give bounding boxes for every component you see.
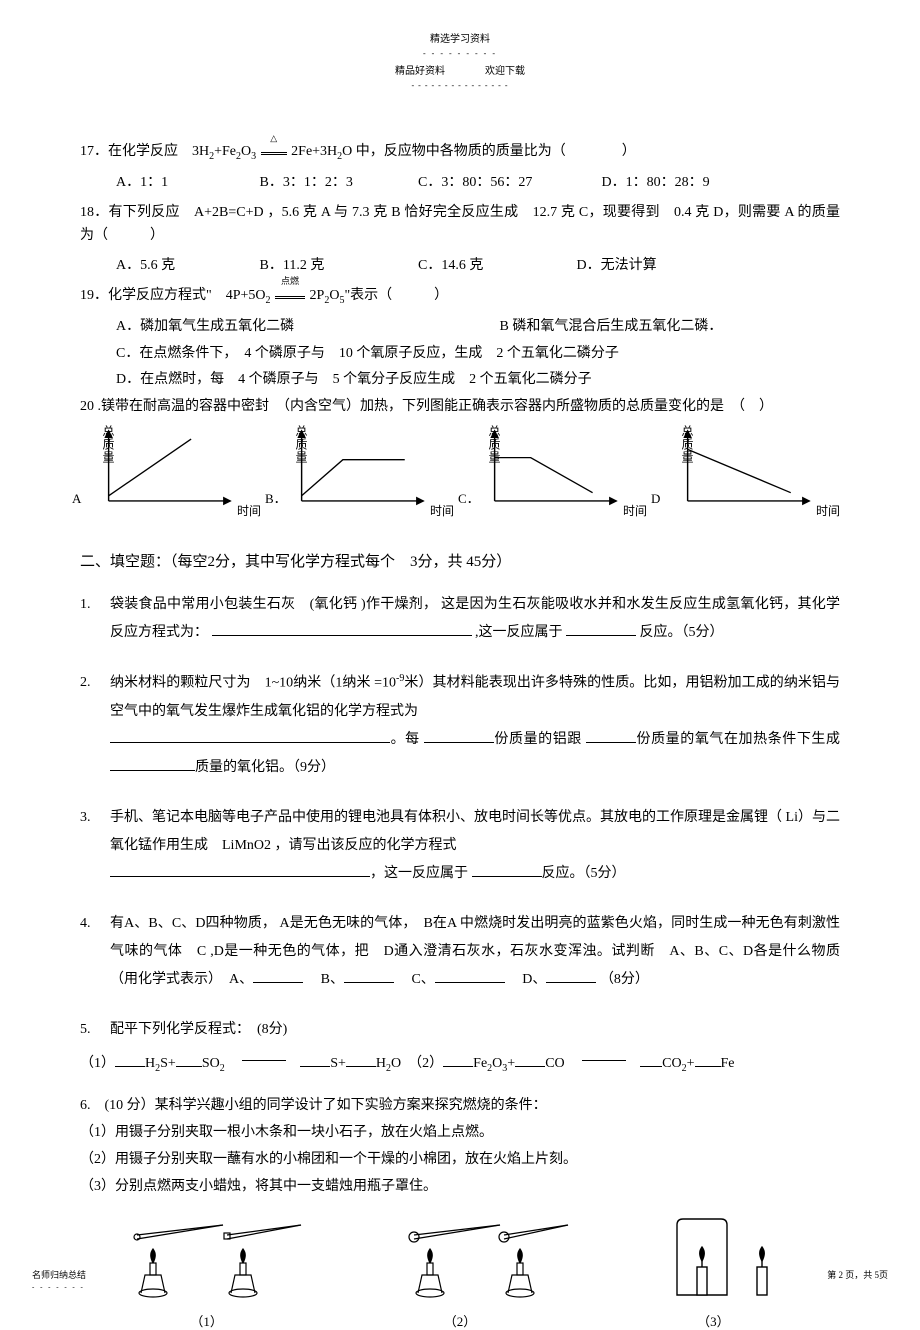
fill-q2: 2. 纳米材料的颗粒尺寸为 1~10纳米（1纳米 =10-9米）其材料能表现出许… xyxy=(80,669,840,782)
fill-q4: 4. 有A、B、C、D四种物质， A是无色无味的气体， B在A 中燃烧时发出明亮… xyxy=(80,910,840,994)
fill-q1: 1. 袋装食品中常用小包装生石灰 (氧化钙 )作干燥剂， 这是因为生石灰能吸收水… xyxy=(80,591,840,647)
chart-d: D 总质量 时间 xyxy=(667,425,832,515)
fill-q5-eq: （1）H2S+SO2 S+H2O （2）Fe2O3+CO CO2+Fe xyxy=(80,1052,840,1077)
q19-a: A．磷加氧气生成五氧化二磷 B 磷和氧气混合后生成五氧化二磷． xyxy=(80,315,840,339)
footer-dots: - - - - - - - xyxy=(32,1283,85,1291)
experiment-labels: （1） （2） （3） xyxy=(80,1311,840,1330)
chart-b: B． 总质量 时间 xyxy=(281,425,446,515)
fig-1 xyxy=(123,1213,303,1303)
q20-stem: 20 .镁带在耐高温的容器中密封 （内含空气）加热，下列图能正确表示容器内所盛物… xyxy=(80,395,840,419)
header-sub: 精品好资料 欢迎下载 xyxy=(80,62,840,77)
footer-left: 名师归纳总结 xyxy=(32,1268,86,1281)
q19-stem: 19．化学反应方程式" 4P+5O2 点燃 2P2O5"表示（ ） xyxy=(80,284,840,309)
chart-c: C． 总质量 时间 xyxy=(474,425,639,515)
header-top: 精选学习资料 xyxy=(80,30,840,45)
fill-q5: 5. 配平下列化学反程式： (8分) xyxy=(80,1016,840,1044)
q19-d: D．在点燃时，每 4 个磷原子与 5 个氧分子反应生成 2 个五氧化二磷分子 xyxy=(80,368,840,392)
experiment-figures xyxy=(80,1213,840,1303)
header-dashes: - - - - - - - - - - - - - - - xyxy=(80,81,840,90)
q18-opts: A．5.6 克 B．11.2 克 C．14.6 克 D．无法计算 xyxy=(80,254,840,278)
q18-stem: 18．有下列反应 A+2B=C+D ，5.6 克 A 与 7.3 克 B 恰好完… xyxy=(80,201,840,249)
q17-opts: A．1：1 B．3：1：2：3 C．3：80：56：27 D．1：80：28：9 xyxy=(80,171,840,195)
footer-right: 第 2 页，共 5页 xyxy=(827,1268,888,1281)
header-dots: - - - - - - - - - xyxy=(80,49,840,58)
q17-stem: 17．在化学反应 3H2+Fe2O3 △ 2Fe+3H2O 中，反应物中各物质的… xyxy=(80,140,840,165)
fill-q6-s1: （1）用镊子分别夹取一根小木条和一块小石子，放在火焰上点燃。 xyxy=(80,1121,840,1145)
fill-q6-s2: （2）用镊子分别夹取一蘸有水的小棉团和一个干燥的小棉团，放在火焰上片刻。 xyxy=(80,1148,840,1172)
chart-a: A 总质量 时间 xyxy=(88,425,253,515)
fill-q6-s3: （3）分别点燃两支小蜡烛，将其中一支蜡烛用瓶子罩住。 xyxy=(80,1175,840,1199)
section2-title: 二、填空题：（每空2分，其中写化学方程式每个 3分，共 45分） xyxy=(80,550,840,571)
fig-3 xyxy=(657,1213,797,1303)
charts-row: A 总质量 时间 B． 总质量 时间 C． 总质量 时间 D 总质量 xyxy=(80,425,840,515)
fill-q3: 3. 手机、笔记本电脑等电子产品中使用的锂电池具有体积小、放电时间长等优点。其放… xyxy=(80,804,840,888)
fig-2 xyxy=(390,1213,570,1303)
q19-c: C．在点燃条件下， 4 个磷原子与 10 个氧原子反应，生成 2 个五氧化二磷分… xyxy=(80,342,840,366)
fill-q6: 6. (10 分）某科学兴趣小组的同学设计了如下实验方案来探究燃烧的条件： xyxy=(80,1094,840,1118)
